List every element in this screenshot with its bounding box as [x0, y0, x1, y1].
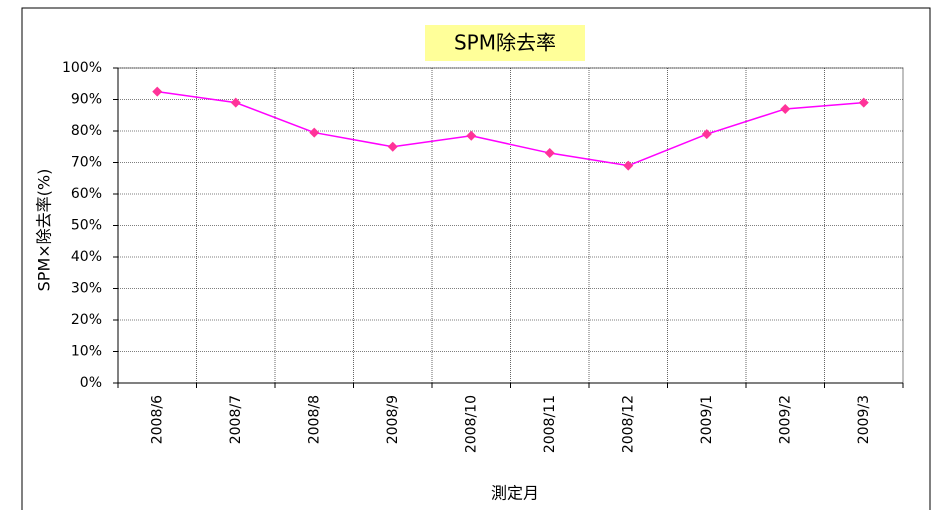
marker: [858, 97, 869, 108]
x-tick-label: 2009/2: [777, 395, 793, 444]
marker: [780, 103, 791, 114]
x-tick-label: 2008/6: [149, 395, 165, 444]
marker: [387, 141, 398, 152]
y-tick-label: 0%: [80, 375, 102, 391]
y-tick-label: 80%: [71, 123, 102, 139]
y-tick-label: 100%: [62, 60, 102, 76]
y-tick-label: 20%: [71, 312, 102, 328]
x-tick-label: 2008/8: [306, 395, 322, 444]
x-tick-label: 2008/12: [620, 395, 636, 453]
title-box: [425, 25, 585, 61]
series-line: [157, 90, 864, 167]
x-tick-label: 2008/7: [228, 395, 244, 444]
y-tick-label: 70%: [71, 155, 102, 171]
y-tick-label: 40%: [71, 249, 102, 265]
x-tick-label: 2008/9: [385, 395, 401, 444]
x-tick-label: 2008/11: [542, 395, 558, 453]
y-tick-label: 50%: [71, 218, 102, 234]
marker: [230, 97, 241, 108]
y-tick-label: 60%: [71, 186, 102, 202]
marker: [701, 129, 712, 140]
x-tick-label: 2009/1: [699, 395, 715, 444]
marker: [623, 160, 634, 171]
x-tick-label: 2008/10: [463, 395, 479, 453]
y-tick-label: 30%: [71, 281, 102, 297]
marker: [466, 130, 477, 141]
x-axis-label: 測定月: [491, 484, 539, 503]
y-axis-label: SPM×除去率(%): [35, 169, 54, 292]
y-tick-label: 90%: [71, 92, 102, 108]
y-tick-label: 10%: [71, 344, 102, 360]
marker: [152, 86, 163, 97]
x-tick-label: 2009/3: [856, 395, 872, 444]
marker: [309, 127, 320, 138]
marker: [544, 148, 555, 159]
chart-title: SPM除去率: [454, 31, 556, 55]
